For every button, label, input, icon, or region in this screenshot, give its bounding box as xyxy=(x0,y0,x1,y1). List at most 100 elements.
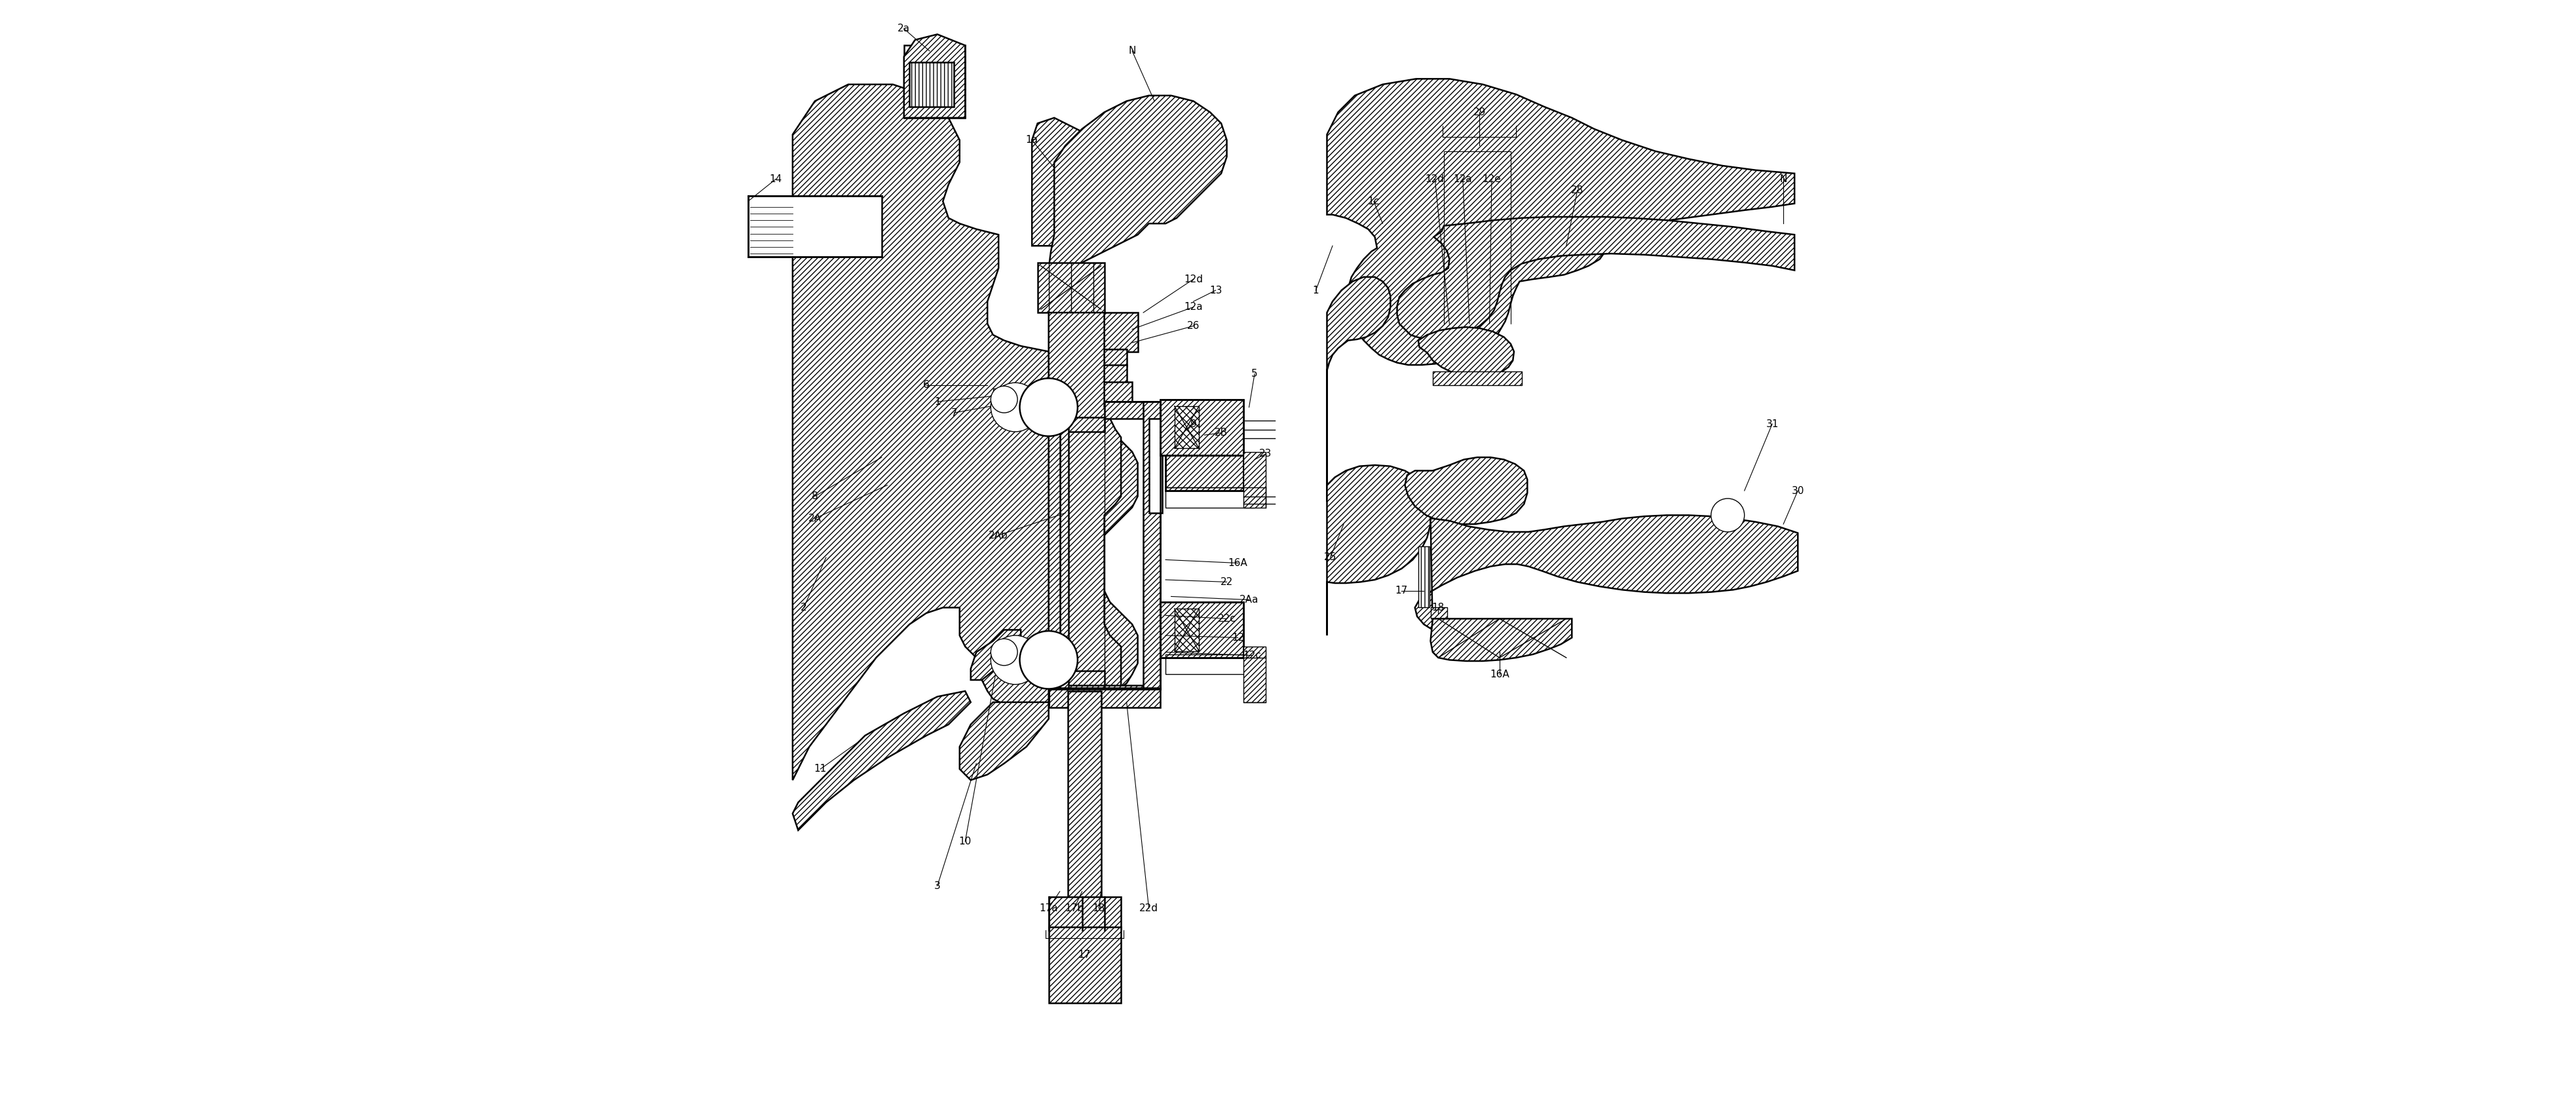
Bar xyxy=(1164,455,1244,491)
Polygon shape xyxy=(1048,312,1121,705)
Bar xyxy=(1036,659,1056,675)
Polygon shape xyxy=(1430,619,1571,661)
Polygon shape xyxy=(1327,277,1391,502)
Bar xyxy=(1175,609,1198,651)
Text: 2Ab: 2Ab xyxy=(989,531,1007,540)
Text: N: N xyxy=(1780,174,1788,184)
Text: 1: 1 xyxy=(1314,285,1319,295)
Polygon shape xyxy=(1327,79,1795,365)
Bar xyxy=(1159,399,1244,455)
Text: 25: 25 xyxy=(1324,553,1337,562)
Polygon shape xyxy=(1327,465,1430,636)
Circle shape xyxy=(992,382,1041,432)
Text: 30: 30 xyxy=(1790,486,1803,496)
Bar xyxy=(1159,399,1244,455)
Text: 12e: 12e xyxy=(1481,174,1502,184)
Text: 14: 14 xyxy=(770,174,783,184)
Text: 12a: 12a xyxy=(1453,174,1471,184)
Bar xyxy=(1059,671,1105,686)
Circle shape xyxy=(1020,631,1077,689)
Bar xyxy=(1048,688,1159,708)
Bar xyxy=(1244,647,1265,702)
Text: 12d: 12d xyxy=(1425,174,1445,184)
Text: 12c: 12c xyxy=(1244,650,1262,660)
Bar xyxy=(1144,401,1159,689)
Text: 28: 28 xyxy=(1571,185,1584,195)
Bar xyxy=(1059,417,1105,432)
Bar xyxy=(1159,602,1244,658)
Circle shape xyxy=(992,639,1018,666)
Bar xyxy=(1048,898,1121,930)
Polygon shape xyxy=(793,85,1139,780)
Text: 11: 11 xyxy=(814,764,827,774)
Text: 17a: 17a xyxy=(1038,903,1059,913)
Text: 13: 13 xyxy=(1208,285,1221,295)
Text: 18: 18 xyxy=(1432,603,1445,612)
Bar xyxy=(1432,371,1522,385)
Text: 7: 7 xyxy=(951,408,958,418)
Bar xyxy=(1066,691,1100,902)
Text: 12: 12 xyxy=(1231,632,1244,642)
Bar xyxy=(1082,349,1126,366)
Polygon shape xyxy=(1404,457,1528,524)
Text: 22c: 22c xyxy=(1218,614,1236,623)
Text: 18: 18 xyxy=(1092,903,1105,913)
Text: 1c: 1c xyxy=(1368,196,1381,206)
Circle shape xyxy=(1710,498,1744,532)
Text: 3: 3 xyxy=(935,881,940,891)
Polygon shape xyxy=(1419,327,1515,376)
Text: N: N xyxy=(1128,46,1136,56)
Bar xyxy=(1244,452,1265,507)
Bar xyxy=(914,57,953,107)
Text: 5: 5 xyxy=(1252,369,1257,379)
Text: 17b: 17b xyxy=(1064,903,1084,913)
Bar xyxy=(747,196,881,256)
Text: 31: 31 xyxy=(1767,419,1777,429)
Bar xyxy=(1164,487,1255,507)
Bar xyxy=(1419,546,1430,608)
Bar xyxy=(1059,426,1069,688)
Text: 23: 23 xyxy=(1260,449,1273,459)
Text: 8: 8 xyxy=(811,492,819,501)
Text: 2A: 2A xyxy=(809,514,822,523)
Bar xyxy=(992,388,1012,410)
Text: 9: 9 xyxy=(1190,419,1198,429)
Text: 2a: 2a xyxy=(896,23,909,33)
Bar xyxy=(1082,365,1126,385)
Polygon shape xyxy=(1048,96,1226,284)
Polygon shape xyxy=(793,691,971,831)
Text: 16A: 16A xyxy=(1489,669,1510,679)
Bar xyxy=(1105,401,1149,418)
Text: 29: 29 xyxy=(1473,107,1486,117)
Text: 6: 6 xyxy=(922,380,930,390)
Bar xyxy=(1430,608,1448,619)
Text: 2: 2 xyxy=(801,603,806,612)
Bar xyxy=(1175,406,1198,448)
Polygon shape xyxy=(961,702,1048,780)
Bar xyxy=(1164,455,1244,491)
Text: 2B: 2B xyxy=(1216,428,1229,438)
Text: 22d: 22d xyxy=(1139,903,1159,913)
Circle shape xyxy=(1020,378,1077,436)
Text: 17: 17 xyxy=(1077,950,1090,960)
Polygon shape xyxy=(1396,216,1795,339)
Text: 12a: 12a xyxy=(1185,302,1203,312)
Bar xyxy=(1077,381,1131,404)
Polygon shape xyxy=(971,630,1020,680)
Bar xyxy=(992,640,1012,662)
Text: 1: 1 xyxy=(935,397,940,407)
Polygon shape xyxy=(1414,515,1798,630)
Bar xyxy=(909,62,953,107)
Bar xyxy=(904,46,966,118)
Circle shape xyxy=(992,386,1018,413)
Text: 1a: 1a xyxy=(1025,135,1038,145)
Polygon shape xyxy=(904,35,966,118)
Bar xyxy=(1077,312,1139,351)
Text: 17: 17 xyxy=(1396,586,1409,595)
Circle shape xyxy=(992,636,1041,685)
Text: 10: 10 xyxy=(958,836,971,846)
Bar xyxy=(1038,262,1105,312)
Text: 2Aa: 2Aa xyxy=(1239,595,1260,604)
Bar xyxy=(1048,927,1121,1002)
Bar xyxy=(1149,418,1162,513)
